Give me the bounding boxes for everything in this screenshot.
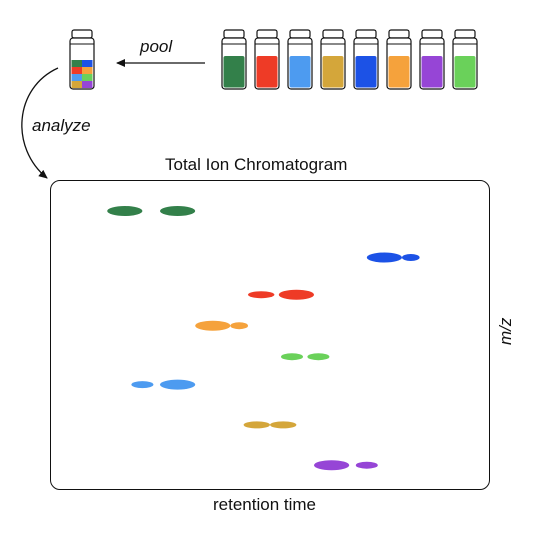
vial-liquid <box>355 56 377 88</box>
vial-cap <box>289 29 311 39</box>
pooled-vial <box>69 29 95 90</box>
vial-liquid <box>322 56 344 88</box>
peak-spot <box>355 461 378 469</box>
analyze-arrow <box>21 67 59 179</box>
vial-liquid <box>421 56 443 88</box>
chromatogram-spot-pair <box>131 379 196 390</box>
vial-cap <box>388 29 410 39</box>
vial-liquid <box>223 56 245 88</box>
peak-spot <box>307 353 330 361</box>
vial-liquid <box>454 56 476 88</box>
chromatogram-spots <box>107 206 420 471</box>
chromatogram-spot-pair <box>243 421 297 429</box>
pooled-mix-cell <box>82 60 93 67</box>
sample-vial <box>221 29 247 90</box>
analyze-label: analyze <box>32 116 91 135</box>
peak-spot <box>248 291 275 299</box>
peak-spot <box>243 421 270 429</box>
vial-liquid <box>388 56 410 88</box>
chromatogram-spot-pair <box>366 252 420 263</box>
chromatogram-spot-pair <box>248 289 314 300</box>
sample-vial <box>287 29 313 90</box>
y-axis-label: m/z <box>496 317 515 345</box>
peak-spot <box>270 421 297 429</box>
sample-vial <box>452 29 478 90</box>
vial-cap <box>71 29 93 39</box>
sample-vial <box>254 29 280 90</box>
peak-spot <box>230 322 248 330</box>
vial-cap <box>421 29 443 39</box>
pooled-mix-cell <box>82 81 93 88</box>
peak-spot <box>160 206 196 216</box>
pool-label: pool <box>140 37 173 56</box>
vial-cap <box>355 29 377 39</box>
peak-spot <box>281 353 303 361</box>
vial-cap <box>223 29 245 39</box>
peak-spot <box>107 206 143 216</box>
vial-cap <box>256 29 278 39</box>
pooled-mix-cell <box>71 67 82 74</box>
vial-cap <box>454 29 476 39</box>
pooled-mix-cell <box>82 74 93 81</box>
peak-spot <box>131 381 154 389</box>
chromatogram-spot-pair <box>107 206 196 216</box>
peak-spot <box>314 460 350 471</box>
pooled-mix-cell <box>82 67 93 74</box>
peak-spot <box>402 254 420 261</box>
sample-vials <box>221 29 478 90</box>
x-axis-label: retention time <box>213 495 316 514</box>
chart-title: Total Ion Chromatogram <box>165 155 348 174</box>
peak-spot <box>160 379 196 390</box>
pooled-mix-cell <box>71 74 82 81</box>
vial-liquid <box>256 56 278 88</box>
vial-cap <box>322 29 344 39</box>
peak-spot <box>278 289 314 300</box>
pooled-mix-cell <box>71 81 82 88</box>
chromatogram-spot-pair <box>195 320 248 331</box>
sample-vial <box>353 29 379 90</box>
vial-liquid <box>289 56 311 88</box>
chromatogram-spot-pair <box>281 353 330 361</box>
peak-spot <box>195 320 231 331</box>
sample-vial <box>320 29 346 90</box>
chromatogram-spot-pair <box>314 460 378 471</box>
pooled-mix-cell <box>71 60 82 67</box>
sample-vial <box>386 29 412 90</box>
sample-vial <box>419 29 445 90</box>
peak-spot <box>366 252 402 263</box>
chromatogram-panel <box>50 180 490 490</box>
